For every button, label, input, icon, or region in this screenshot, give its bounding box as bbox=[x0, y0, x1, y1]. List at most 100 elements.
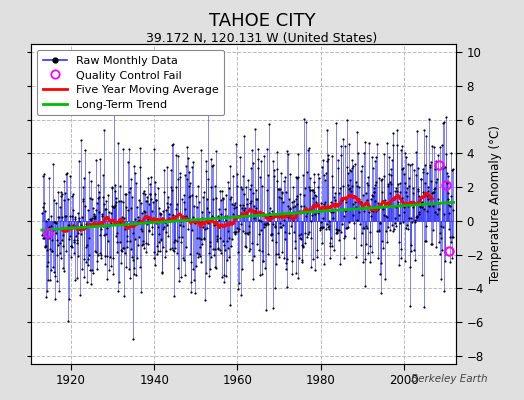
Point bbox=[240, 207, 248, 213]
Point bbox=[112, 233, 120, 240]
Point bbox=[325, 222, 333, 229]
Point bbox=[296, 191, 304, 198]
Point bbox=[272, 239, 280, 245]
Point bbox=[61, 212, 70, 219]
Point bbox=[405, 215, 413, 222]
Point bbox=[420, 127, 428, 134]
Point bbox=[374, 255, 382, 261]
Point bbox=[143, 194, 151, 200]
Point bbox=[166, 201, 174, 207]
Point bbox=[247, 146, 256, 153]
Point bbox=[97, 226, 106, 232]
Point bbox=[415, 210, 423, 217]
Point bbox=[411, 217, 420, 223]
Point bbox=[253, 146, 261, 152]
Point bbox=[259, 224, 268, 230]
Point bbox=[370, 184, 378, 191]
Point bbox=[223, 213, 232, 219]
Point bbox=[440, 119, 449, 125]
Point bbox=[191, 220, 200, 226]
Point bbox=[234, 249, 243, 256]
Point bbox=[283, 150, 292, 157]
Point bbox=[245, 200, 254, 206]
Point bbox=[248, 257, 257, 263]
Point bbox=[217, 188, 226, 194]
Point bbox=[198, 241, 206, 247]
Point bbox=[188, 226, 196, 233]
Point bbox=[51, 200, 60, 206]
Point bbox=[440, 211, 448, 218]
Point bbox=[257, 248, 266, 254]
Point bbox=[95, 194, 104, 200]
Point bbox=[107, 210, 115, 216]
Point bbox=[406, 162, 414, 168]
Point bbox=[39, 235, 48, 242]
Point bbox=[258, 183, 267, 189]
Y-axis label: Temperature Anomaly (°C): Temperature Anomaly (°C) bbox=[489, 125, 502, 283]
Point bbox=[101, 206, 110, 212]
Point bbox=[77, 137, 85, 144]
Point bbox=[43, 215, 52, 222]
Point bbox=[390, 220, 399, 227]
Point bbox=[254, 230, 263, 237]
Point bbox=[195, 235, 203, 242]
Point bbox=[174, 234, 183, 241]
Point bbox=[425, 203, 433, 209]
Point bbox=[238, 173, 247, 179]
Point bbox=[103, 225, 111, 232]
Point bbox=[422, 133, 431, 140]
Point bbox=[200, 235, 209, 241]
Point bbox=[273, 166, 281, 172]
Point bbox=[213, 236, 222, 242]
Point bbox=[74, 230, 82, 236]
Point bbox=[128, 223, 137, 229]
Point bbox=[439, 224, 447, 230]
Point bbox=[181, 172, 189, 178]
Point bbox=[99, 222, 107, 229]
Point bbox=[99, 171, 107, 178]
Point bbox=[401, 154, 410, 160]
Point bbox=[210, 252, 218, 258]
Point bbox=[198, 215, 206, 221]
Point bbox=[130, 271, 139, 278]
Point bbox=[152, 197, 160, 203]
Point bbox=[419, 166, 428, 172]
Point bbox=[202, 158, 211, 164]
Point bbox=[303, 234, 311, 240]
Point bbox=[103, 276, 112, 282]
Point bbox=[424, 196, 432, 202]
Point bbox=[367, 196, 375, 202]
Point bbox=[81, 203, 89, 210]
Point bbox=[406, 303, 414, 309]
Point bbox=[172, 152, 180, 158]
Point bbox=[416, 204, 424, 210]
Point bbox=[237, 205, 246, 212]
Point bbox=[320, 171, 329, 178]
Point bbox=[342, 225, 350, 231]
Point bbox=[424, 188, 433, 194]
Point bbox=[312, 199, 321, 205]
Point bbox=[294, 255, 303, 261]
Point bbox=[269, 305, 278, 312]
Point bbox=[322, 170, 330, 176]
Point bbox=[359, 150, 368, 156]
Point bbox=[254, 156, 263, 162]
Point bbox=[329, 209, 337, 215]
Point bbox=[179, 255, 187, 262]
Point bbox=[88, 196, 96, 202]
Point bbox=[356, 199, 364, 205]
Point bbox=[347, 157, 356, 164]
Point bbox=[181, 206, 190, 212]
Point bbox=[193, 250, 201, 256]
Point bbox=[346, 188, 355, 194]
Point bbox=[214, 213, 222, 220]
Point bbox=[396, 220, 405, 226]
Point bbox=[176, 170, 184, 176]
Point bbox=[345, 185, 354, 192]
Point bbox=[116, 183, 124, 190]
Point bbox=[418, 272, 427, 278]
Point bbox=[77, 222, 85, 228]
Point bbox=[125, 184, 134, 191]
Point bbox=[100, 232, 108, 238]
Point bbox=[165, 215, 173, 221]
